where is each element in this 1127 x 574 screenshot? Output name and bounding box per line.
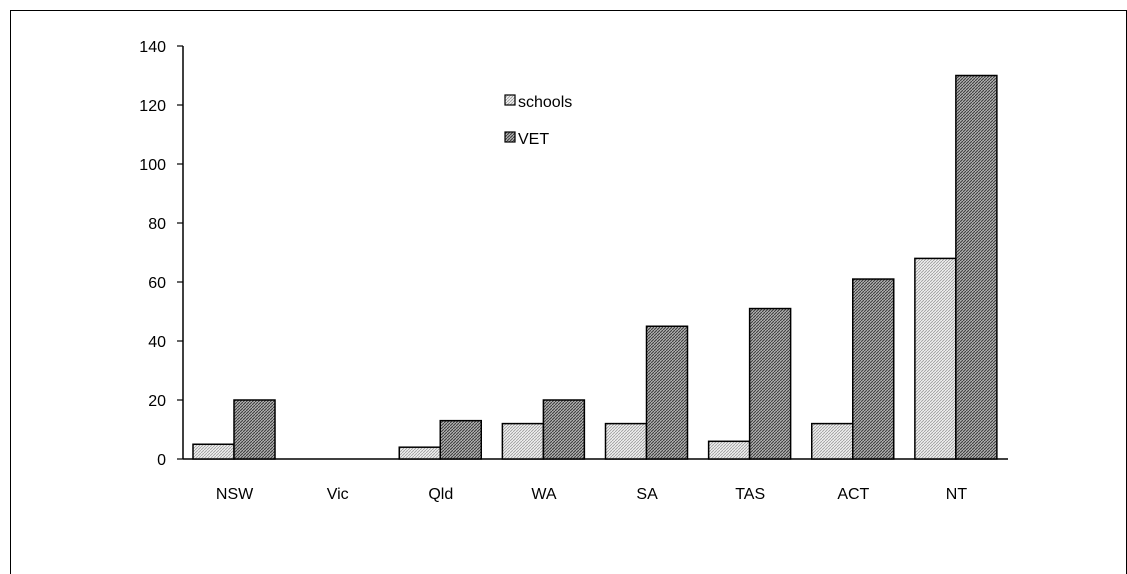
x-tick-label-vic: Vic xyxy=(327,486,349,503)
bar-schools-qld xyxy=(398,446,441,460)
bar-schools-act xyxy=(811,422,854,460)
x-tick-label-qld: Qld xyxy=(428,486,453,503)
x-tick-labels: NSW Vic Qld WA SA TAS ACT NT xyxy=(216,486,967,503)
legend-swatch-schools xyxy=(504,94,516,106)
y-tick-label: 120 xyxy=(139,98,166,115)
y-tick-label: 20 xyxy=(148,393,166,410)
bar-schools-sa xyxy=(604,422,648,460)
legend-label-schools: schools xyxy=(518,94,572,111)
y-tick-label: 40 xyxy=(148,334,166,351)
x-tick-label-nt: NT xyxy=(946,486,968,503)
bar-vet-nt xyxy=(955,74,998,460)
y-tick-labels: 0 20 40 60 80 100 120 140 xyxy=(139,39,166,469)
y-tick-label: 100 xyxy=(139,157,166,174)
bar-vet-wa xyxy=(542,399,586,460)
bar-vet-sa xyxy=(645,325,689,460)
bar-vet-nsw xyxy=(233,399,276,460)
y-tick-label: 0 xyxy=(157,452,166,469)
bar-vet-act xyxy=(852,278,895,460)
x-tick-label-act: ACT xyxy=(837,486,869,503)
bar-schools-wa xyxy=(501,422,545,460)
bar-schools-nt xyxy=(914,257,957,460)
legend-label-vet: VET xyxy=(518,131,549,148)
bar-schools-nsw xyxy=(192,443,235,460)
legend-swatch-vet xyxy=(504,131,516,143)
y-tick-label: 80 xyxy=(148,216,166,233)
bar-schools-tas xyxy=(707,440,751,460)
x-tick-label-wa: WA xyxy=(531,486,557,503)
y-tick-label: 60 xyxy=(148,275,166,292)
bars xyxy=(192,74,998,460)
bar-vet-qld xyxy=(439,419,482,460)
bar-vet-tas xyxy=(748,307,792,460)
x-tick-label-sa: SA xyxy=(636,486,658,503)
y-tick-label: 140 xyxy=(139,39,166,56)
legend: schools VET xyxy=(504,94,572,148)
x-tick-label-nsw: NSW xyxy=(216,486,254,503)
x-tick-label-tas: TAS xyxy=(735,486,765,503)
